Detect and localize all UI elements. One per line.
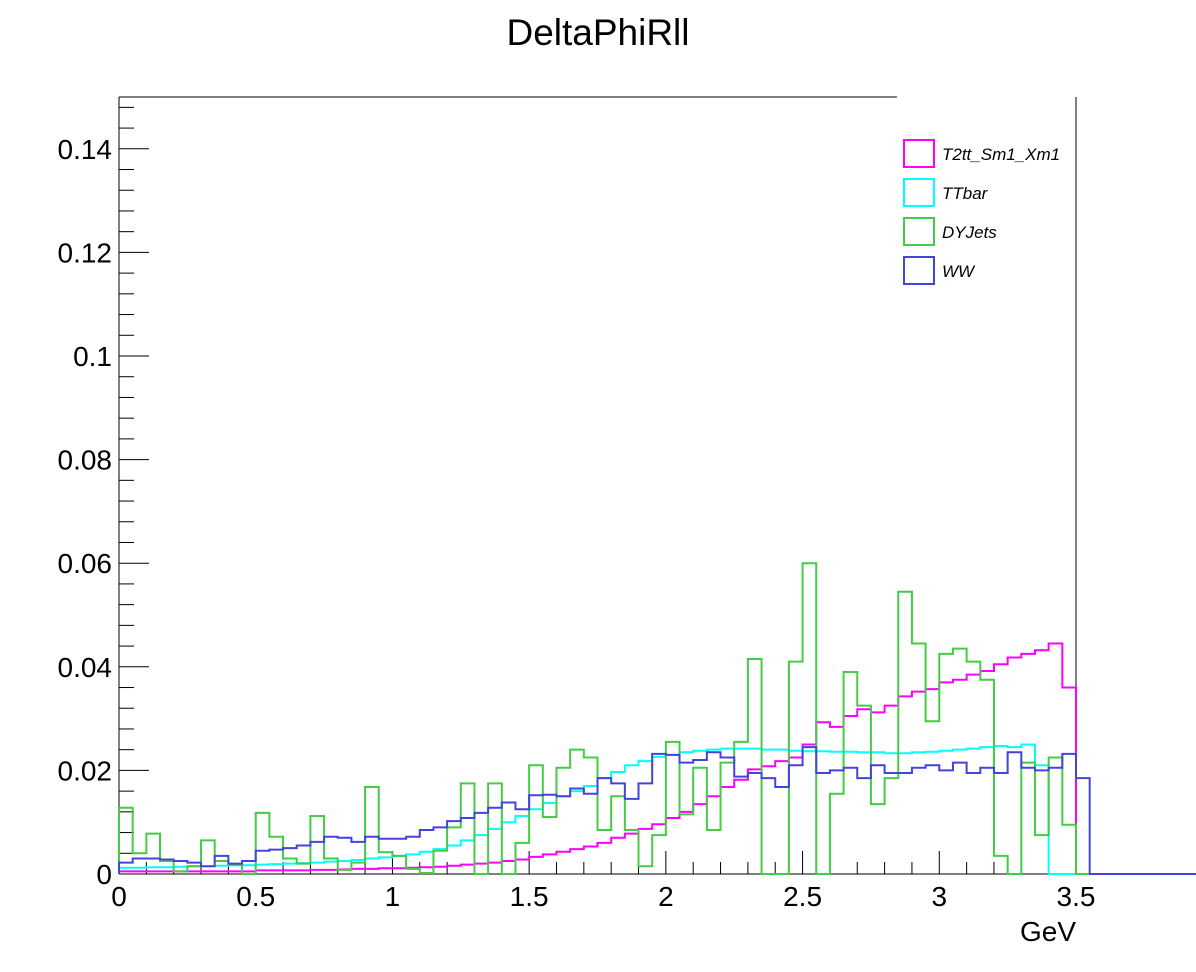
y-tick-label: 0.02 (58, 755, 113, 786)
y-tick-label: 0.14 (58, 134, 113, 165)
legend-swatch (903, 256, 935, 285)
legend-swatch (903, 217, 935, 246)
x-tick-label: 2.5 (783, 881, 822, 912)
axes: 0 0.02 0.04 0.06 0.08 0.1 0.12 0.14 0 0.5 1 1.5 2 2.5… (58, 96, 1096, 912)
y-tick-label: 0.06 (58, 548, 113, 579)
legend-label: DYJets (942, 223, 997, 242)
y-tick-label: 0.1 (73, 341, 112, 372)
series-ww (118, 746, 1196, 875)
x-tick-label: 2 (658, 881, 674, 912)
legend-label: WW (942, 262, 976, 281)
series-layer (118, 562, 1196, 875)
x-tick-label: 1 (385, 881, 401, 912)
legend-label: T2tt_Sm1_Xm1 (942, 145, 1060, 164)
y-tick-label: 0.12 (58, 237, 113, 268)
legend-swatch (903, 139, 935, 168)
x-tick-label: 1.5 (510, 881, 549, 912)
legend: T2tt_Sm1_Xm1 TTbar DYJets WW (903, 139, 1060, 285)
x-tick-label: 0 (111, 881, 127, 912)
y-tick-label: 0.04 (58, 652, 113, 683)
legend-swatch (903, 178, 935, 207)
chart-title: DeltaPhiRll (506, 12, 690, 53)
x-tick-label: 3 (931, 881, 947, 912)
x-axis-label: GeV (1020, 916, 1076, 947)
x-tick-label: 0.5 (236, 881, 275, 912)
y-tick-label: 0 (96, 859, 112, 890)
y-tick-label: 0.08 (58, 445, 113, 476)
series-dyjets (118, 562, 1196, 875)
legend-label: TTbar (942, 184, 989, 203)
x-tick-label: 3.5 (1057, 881, 1096, 912)
